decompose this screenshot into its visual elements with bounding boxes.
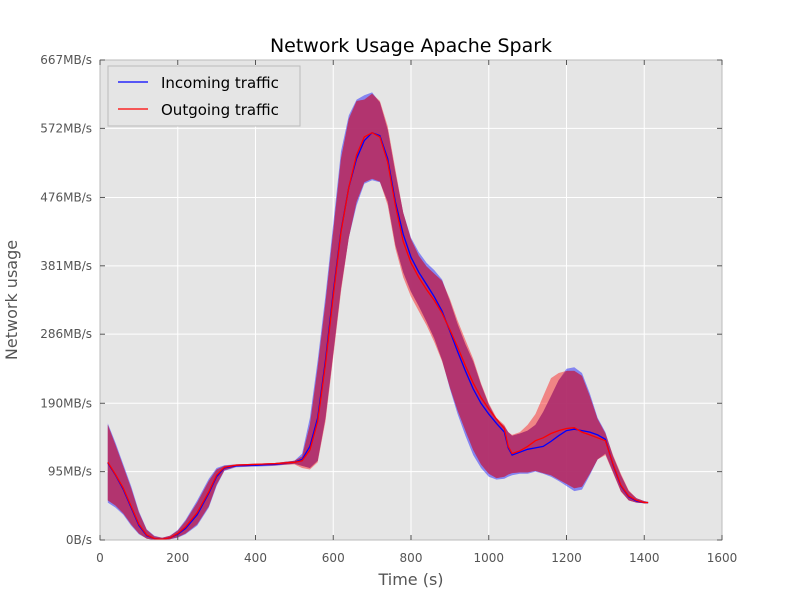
x-axis-label: Time (s) — [377, 570, 443, 589]
x-tick-label-7: 1400 — [629, 551, 660, 565]
x-tick-label-5: 1000 — [473, 551, 504, 565]
y-tick-label-5: 476MB/s — [40, 190, 92, 204]
y-tick-label-0: 0B/s — [66, 533, 92, 547]
x-tick-label-1: 200 — [166, 551, 189, 565]
series-lines — [107, 131, 649, 540]
y-tick-label-1: 95MB/s — [48, 465, 92, 479]
line-outgoing — [107, 131, 649, 540]
x-tick-label-8: 1600 — [707, 551, 738, 565]
chart-title: Network Usage Apache Spark — [270, 35, 552, 57]
x-tick-label-2: 400 — [244, 551, 267, 565]
line-incoming — [107, 131, 649, 540]
x-tick-label-6: 1200 — [551, 551, 582, 565]
x-tick-label-3: 600 — [322, 551, 345, 565]
x-tick-label-0: 0 — [96, 551, 104, 565]
legend-label-incoming: Incoming traffic — [161, 74, 279, 92]
y-tick-label-7: 667MB/s — [40, 53, 92, 67]
y-tick-label-6: 572MB/s — [40, 121, 92, 135]
axis-ticks: 0 200 400 600 800 1000 1200 1400 1600 0B/s 95MB/s 1… — [40, 53, 737, 565]
legend: Incoming traffic Outgoing traffic — [107, 65, 301, 127]
legend-label-outgoing: Outgoing traffic — [161, 101, 279, 119]
y-tick-label-4: 381MB/s — [40, 259, 92, 273]
y-tick-label-2: 190MB/s — [40, 396, 92, 410]
y-axis-label: Network usage — [2, 240, 21, 360]
legend-box — [107, 65, 301, 127]
y-tick-label-3: 286MB/s — [40, 327, 92, 341]
x-tick-label-4: 800 — [400, 551, 423, 565]
